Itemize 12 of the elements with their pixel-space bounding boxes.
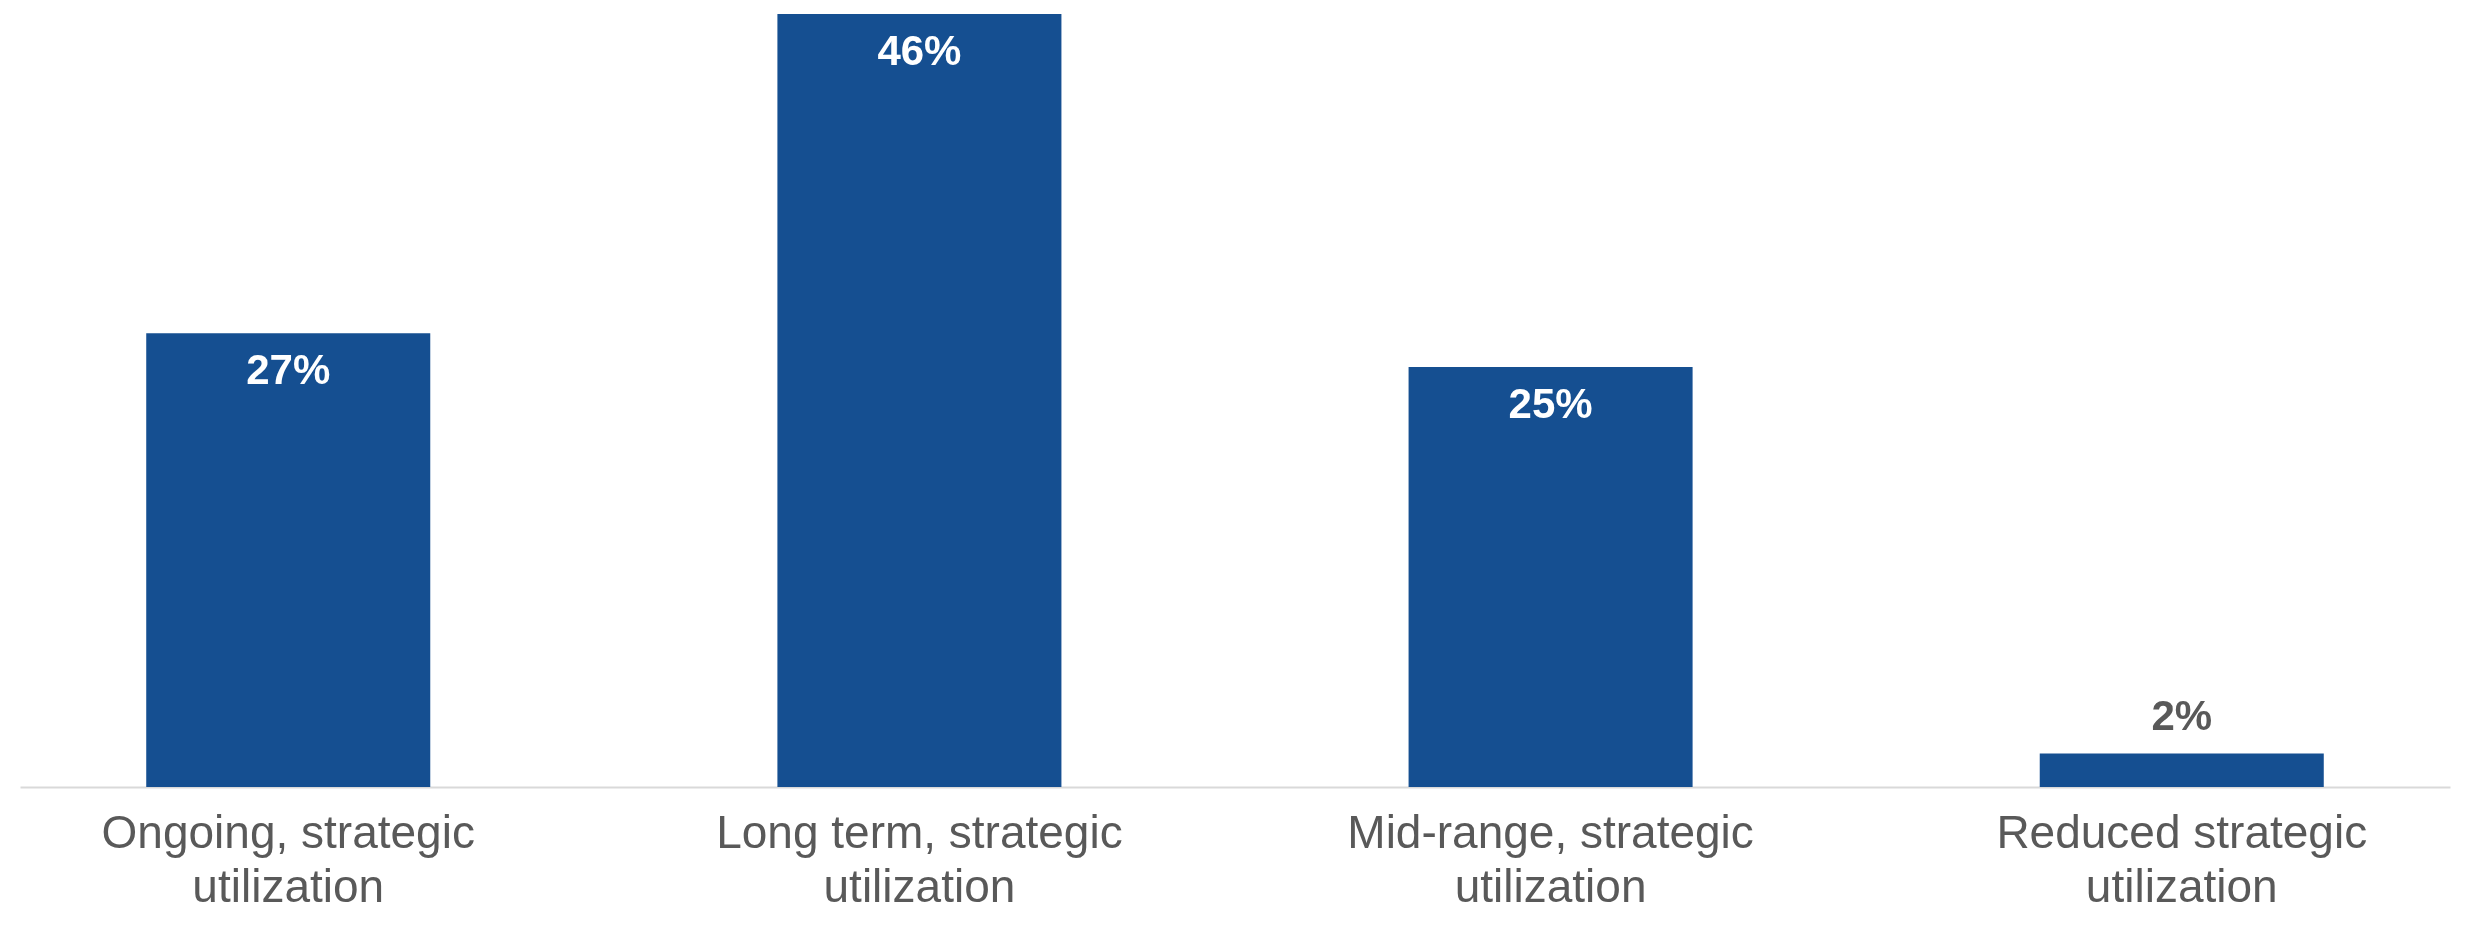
x-tick-label: Reduced strategic utilization bbox=[1996, 805, 2368, 912]
x-tick-label: Ongoing, strategic utilization bbox=[101, 805, 475, 912]
bar bbox=[777, 14, 1062, 787]
data-label: 27% bbox=[246, 346, 331, 394]
x-tick-label: Mid-range, strategic utilization bbox=[1347, 805, 1754, 912]
x-tick-label: Long term, strategic utilization bbox=[716, 805, 1123, 912]
bar bbox=[146, 333, 431, 787]
data-label: 25% bbox=[1508, 379, 1593, 427]
bar bbox=[1408, 366, 1693, 787]
bar bbox=[2039, 753, 2324, 787]
data-label: 2% bbox=[2151, 692, 2213, 740]
data-label: 46% bbox=[877, 27, 962, 74]
